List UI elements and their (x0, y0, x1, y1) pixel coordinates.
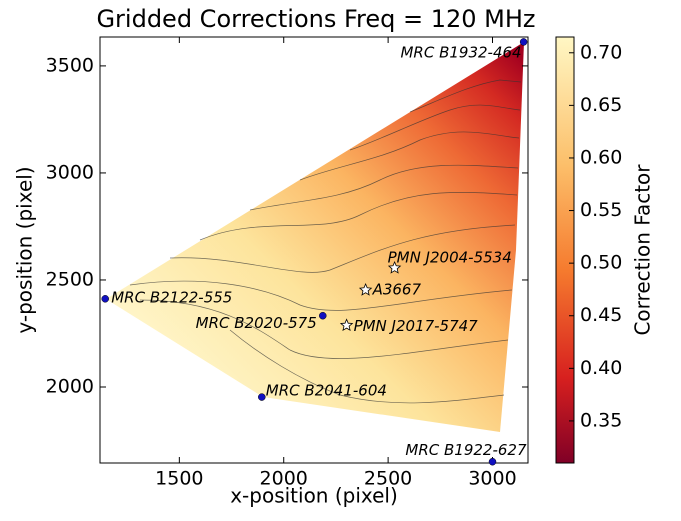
x-tick-label: 1500 (155, 468, 203, 490)
point-label: PMN J2004-5534 (388, 248, 512, 266)
colorbar-tick-label: 0.55 (580, 199, 622, 221)
contours (129, 79, 522, 404)
point-label: MRC B2122-555 (111, 288, 232, 306)
y-axis-label: y-position (pixel) (13, 166, 37, 333)
y-tick-label: 2000 (46, 376, 94, 398)
point-label: MRC B2020-575 (196, 314, 317, 332)
chart-title: Gridded Corrections Freq = 120 MHz (96, 5, 535, 33)
colorbar-tick-label: 0.40 (580, 357, 622, 379)
colorbar-tick-label: 0.35 (580, 409, 622, 431)
x-axis-label: x-position (pixel) (230, 484, 398, 508)
point-marker (258, 393, 266, 401)
colorbar-tick-label: 0.45 (580, 304, 622, 326)
colorbar-tick-label: 0.65 (580, 94, 622, 116)
point-marker (519, 38, 528, 46)
colorbar-tick-label: 0.50 (580, 252, 622, 274)
point-label: MRC B1922-627 (405, 441, 527, 459)
plot-frame (99, 36, 529, 464)
colorbar (555, 36, 575, 464)
star-marker (339, 318, 354, 332)
point-marker (101, 295, 109, 303)
y-tick-label: 3500 (46, 54, 94, 76)
point-marker (488, 457, 497, 466)
x-tick-label: 2500 (364, 468, 412, 490)
colorbar-label: Correction Factor (631, 164, 655, 336)
point-label: PMN J2017-5747 (354, 317, 479, 335)
y-tick-label: 2500 (46, 268, 94, 290)
x-tick-label: 2000 (260, 468, 308, 490)
point-label: MRC B1932-464 (400, 43, 521, 61)
point-marker (319, 311, 327, 320)
x-tick-label: 3000 (468, 468, 516, 490)
point-label: MRC B2041-604 (266, 382, 387, 400)
point-label: A3667 (372, 281, 422, 299)
correction-field (106, 42, 524, 432)
star-marker (387, 260, 402, 274)
y-tick-label: 3000 (46, 161, 94, 183)
colorbar-tick-label: 0.70 (580, 41, 622, 63)
star-marker (358, 282, 373, 296)
colorbar-tick-label: 0.60 (580, 146, 622, 168)
